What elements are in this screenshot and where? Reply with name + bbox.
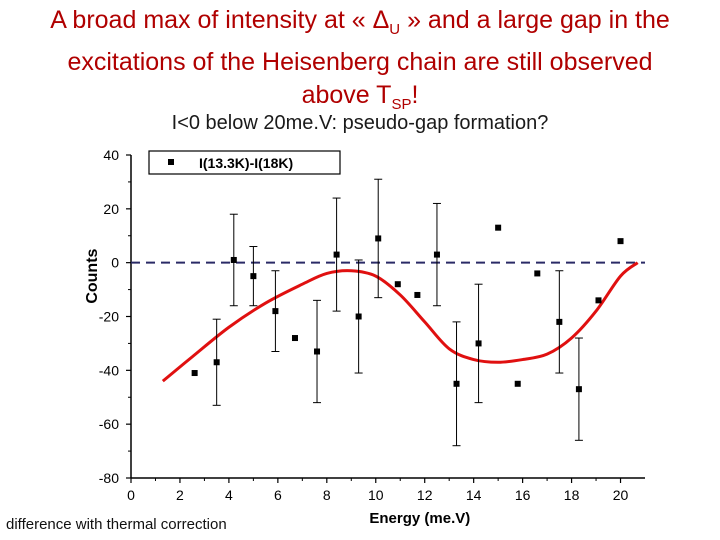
y-tick-label: -20 xyxy=(99,309,119,325)
data-point xyxy=(495,224,502,231)
y-tick-label: 0 xyxy=(111,255,119,271)
title-line-1: A broad max of intensity at « ΔU » and a… xyxy=(50,6,670,38)
data-point xyxy=(433,251,440,258)
data-point xyxy=(291,335,298,342)
x-axis-label: Energy (me.V) xyxy=(369,510,470,527)
y-tick-label: -60 xyxy=(99,416,119,432)
chart-axes: 40 20 0 -20 -40 -60 -80 0 2 4 6 8 10 12 14 16 18 20 Energy… xyxy=(84,147,645,527)
y-tick-label: -80 xyxy=(99,470,119,486)
data-point xyxy=(213,359,220,366)
x-tick-label: 8 xyxy=(323,487,331,503)
data-point xyxy=(534,270,541,277)
fit-curve-group xyxy=(161,261,639,383)
x-tick-label: 4 xyxy=(225,487,233,503)
data-point xyxy=(453,380,460,387)
data-point xyxy=(272,308,279,315)
y-tick-label: 40 xyxy=(103,147,119,163)
error-bars xyxy=(212,178,583,447)
data-point xyxy=(556,318,563,325)
y-tick-label: 20 xyxy=(103,201,119,217)
data-point xyxy=(475,340,482,347)
data-point xyxy=(314,348,321,355)
data-point xyxy=(355,313,362,320)
legend-box xyxy=(148,150,341,175)
x-tick-label: 6 xyxy=(274,487,282,503)
data-point xyxy=(514,380,521,387)
x-tick-label: 20 xyxy=(613,487,629,503)
y-tick-label: -40 xyxy=(99,362,119,378)
slide-subtitle: I<0 below 20me.V: pseudo-gap formation? xyxy=(171,112,549,134)
data-point xyxy=(617,238,624,245)
chart-legend: I(13.3K)-I(18K) xyxy=(148,150,341,175)
x-tick-label: 16 xyxy=(515,487,531,503)
fit-curve xyxy=(161,261,639,383)
data-point xyxy=(375,235,382,242)
data-point xyxy=(595,297,602,304)
x-tick-label: 0 xyxy=(127,487,135,503)
data-point xyxy=(250,273,257,280)
x-tick-label: 12 xyxy=(417,487,433,503)
x-tick-label: 18 xyxy=(564,487,580,503)
data-point xyxy=(575,386,582,393)
legend-marker xyxy=(168,159,174,165)
data-point xyxy=(230,256,237,263)
slide-title: A broad max of intensity at « ΔU » and a… xyxy=(0,4,720,121)
x-tick-label: 14 xyxy=(466,487,482,503)
title-line-2: excitations of the Heisenberg chain are … xyxy=(67,48,653,76)
x-tick-label: 2 xyxy=(176,487,184,503)
x-tick-label: 10 xyxy=(368,487,384,503)
data-point xyxy=(333,251,340,258)
legend-label: I(13.3K)-I(18K) xyxy=(199,155,293,171)
title-line-3: above TSP! xyxy=(301,81,419,113)
y-axis-label: Counts xyxy=(84,248,101,303)
data-point xyxy=(191,370,198,377)
data-points xyxy=(191,224,624,393)
data-point xyxy=(394,281,401,288)
slide-caption: difference with thermal correction xyxy=(6,516,227,533)
data-point xyxy=(414,291,421,298)
